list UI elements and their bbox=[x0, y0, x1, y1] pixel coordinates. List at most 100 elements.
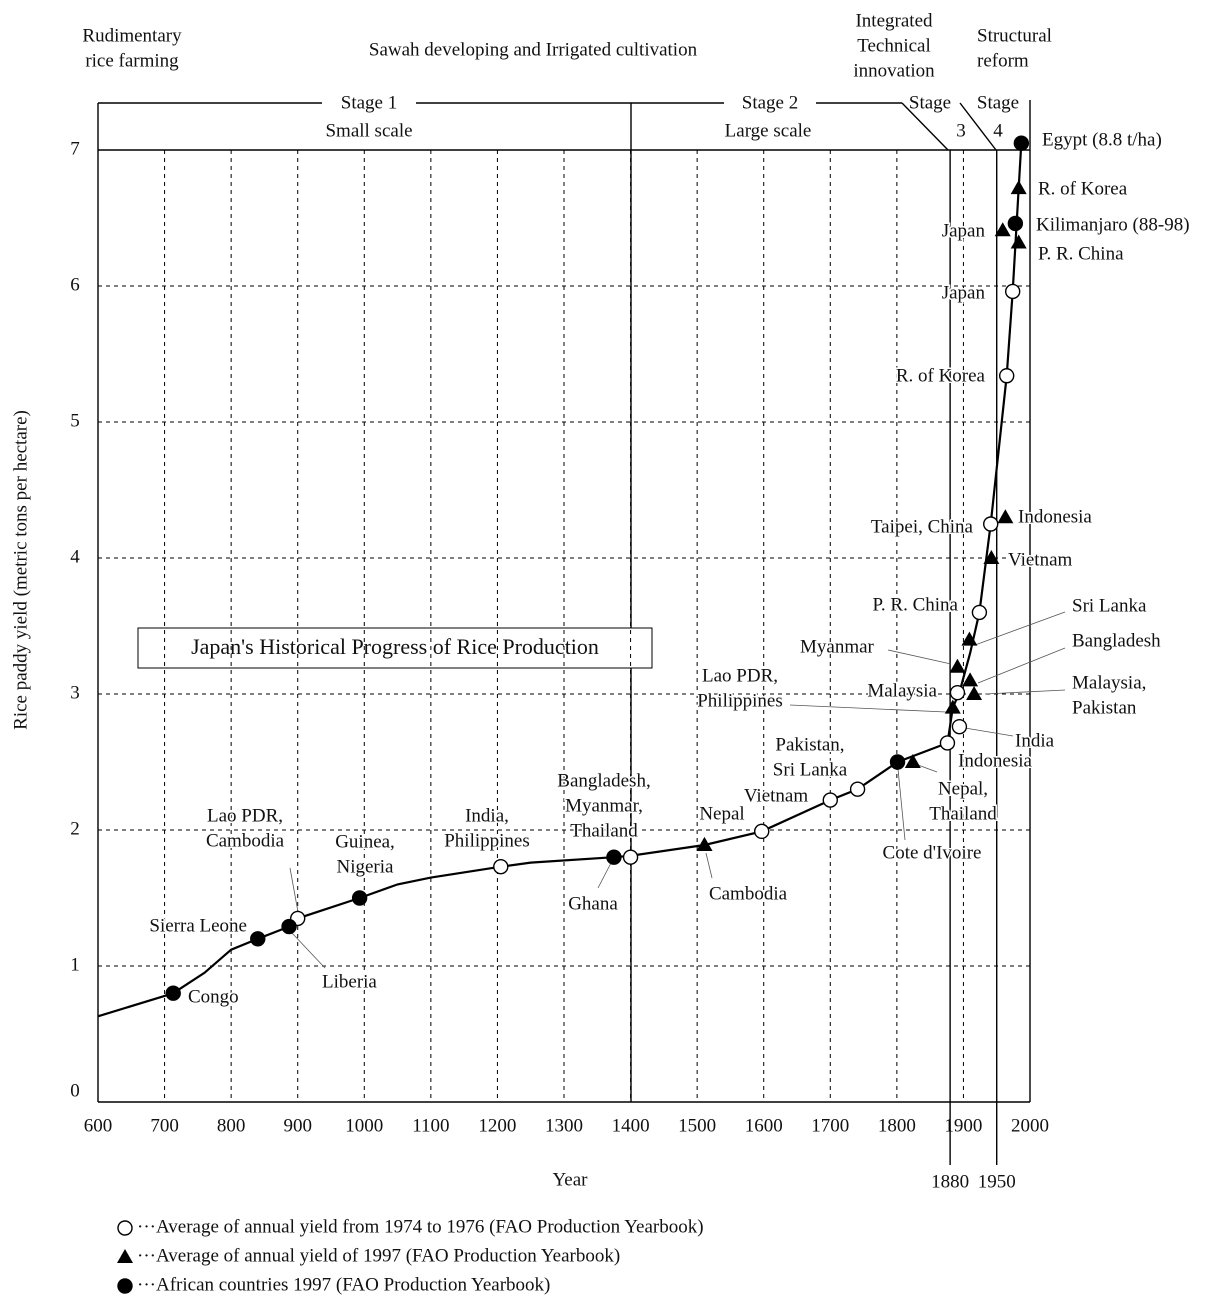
stage-label: Stage bbox=[977, 92, 1019, 113]
open-circle-marker bbox=[822, 792, 838, 808]
filled-circle-marker bbox=[1007, 215, 1024, 232]
point-label: Japan bbox=[942, 282, 986, 303]
point-label: Liberia bbox=[322, 971, 377, 992]
triangle-marker bbox=[1010, 234, 1027, 249]
point-label: Lao PDR, bbox=[207, 805, 283, 826]
x-tick-label: 700 bbox=[150, 1115, 179, 1136]
x-tick-label: 600 bbox=[84, 1115, 113, 1136]
triangle-marker bbox=[994, 222, 1011, 237]
x-tick-label: 1800 bbox=[878, 1115, 916, 1136]
legend-label: ···Average of annual yield from 1974 to … bbox=[137, 1216, 704, 1237]
y-tick-label: 4 bbox=[70, 546, 80, 567]
marker-series: Nepal Cambodia Nepal, Thailand Lao PDR, Phili… bbox=[696, 177, 1163, 906]
point-label: Sierra Leone bbox=[149, 915, 247, 936]
yield-curve bbox=[97, 143, 1023, 1018]
annotation-box bbox=[137, 627, 653, 669]
triangle-marker bbox=[944, 699, 961, 714]
point-label: Vietnam bbox=[1008, 549, 1073, 570]
point-label: Kilimanjaro (88-98) bbox=[1036, 214, 1190, 235]
open-circle-marker bbox=[849, 781, 866, 797]
open-circle-marker bbox=[493, 859, 509, 875]
x-tick-label: 900 bbox=[283, 1115, 312, 1136]
legend-symbol bbox=[117, 1249, 133, 1263]
point-label: Egypt (8.8 t/ha) bbox=[1042, 129, 1162, 150]
leader-line bbox=[984, 689, 1066, 695]
point-label: Malaysia bbox=[867, 680, 937, 701]
point-label: Nigeria bbox=[337, 856, 395, 877]
point-label: Myanmar bbox=[800, 636, 875, 657]
open-circle-marker bbox=[1004, 283, 1021, 300]
triangle-marker bbox=[949, 658, 966, 673]
leader-line bbox=[974, 611, 1066, 646]
point-label: Nepal bbox=[699, 803, 744, 824]
leader-line bbox=[964, 727, 1014, 737]
y-tick-label: 0 bbox=[70, 1080, 80, 1101]
x-tick-label: 2000 bbox=[1011, 1115, 1049, 1136]
y-tick-label: 1 bbox=[70, 954, 80, 975]
triangle-marker bbox=[961, 631, 978, 646]
point-label: Congo bbox=[188, 986, 239, 1007]
open-circle-marker bbox=[622, 849, 639, 865]
period-label: Technical bbox=[857, 35, 931, 56]
point-label: Guinea, bbox=[335, 831, 395, 852]
boundary-tick-label: 1950 bbox=[978, 1171, 1016, 1192]
period-label: Rudimentary bbox=[82, 25, 182, 46]
point-label: P. R. China bbox=[1038, 243, 1124, 264]
leader-line bbox=[887, 649, 952, 665]
legend-label: ···African countries 1997 (FAO Productio… bbox=[137, 1274, 550, 1295]
stage-label: Stage bbox=[909, 92, 951, 113]
y-tick-label: 6 bbox=[70, 274, 80, 295]
point-label: Vietnam bbox=[744, 785, 809, 806]
triangle-marker bbox=[997, 509, 1014, 524]
point-label: India bbox=[1015, 730, 1055, 751]
point-label: Thailand bbox=[929, 803, 997, 824]
point-label: Indonesia bbox=[1018, 506, 1092, 527]
period-label: Sawah developing and Irrigated cultivati… bbox=[369, 39, 698, 60]
leader-line bbox=[597, 862, 612, 889]
leader-line bbox=[977, 647, 1066, 684]
point-label: Sri Lanka bbox=[773, 759, 848, 780]
point-label: Bangladesh, bbox=[557, 770, 650, 791]
stage-scale: Large scale bbox=[725, 120, 812, 141]
filled-circle-marker bbox=[889, 754, 906, 770]
filled-circle-marker bbox=[1013, 135, 1030, 151]
stage-label: Stage 1 bbox=[341, 92, 397, 113]
filled-circle-marker bbox=[351, 890, 368, 906]
x-tick-label: 1700 bbox=[811, 1115, 849, 1136]
open-circle-marker bbox=[951, 718, 968, 735]
period-label: reform bbox=[977, 50, 1029, 71]
leader-line bbox=[291, 932, 326, 969]
period-label: rice farming bbox=[85, 50, 179, 71]
leader-line bbox=[705, 852, 713, 879]
filled-circle-marker bbox=[250, 931, 266, 947]
period-label: Integrated bbox=[855, 10, 933, 31]
stage-scale: 4 bbox=[993, 120, 1003, 141]
legend-symbol bbox=[117, 1220, 133, 1236]
point-label: Myanmar, bbox=[565, 795, 643, 816]
y-tick-label: 7 bbox=[70, 138, 80, 159]
y-axis-label: Rice paddy yield (metric tons per hectar… bbox=[10, 410, 31, 730]
point-label: Thailand bbox=[570, 820, 638, 841]
point-label: R. of Korea bbox=[896, 365, 986, 386]
x-tick-label: 1900 bbox=[944, 1115, 982, 1136]
open-circle-marker bbox=[999, 368, 1015, 384]
point-label: P. R. China bbox=[872, 594, 958, 615]
y-tick-label: 5 bbox=[70, 410, 80, 431]
open-circle-marker bbox=[939, 735, 956, 751]
stage-label: Stage 2 bbox=[742, 92, 798, 113]
triangle-marker bbox=[983, 550, 1000, 564]
open-circle-marker bbox=[754, 823, 770, 840]
x-axis-label: Year bbox=[552, 1169, 588, 1190]
point-label: R. of Korea bbox=[1038, 178, 1128, 199]
point-label: Sri Lanka bbox=[1072, 595, 1147, 616]
stage-scale: 3 bbox=[956, 120, 966, 141]
x-tick-label: 1400 bbox=[612, 1115, 650, 1136]
leader-line bbox=[789, 704, 947, 713]
y-tick-label: 2 bbox=[70, 818, 80, 839]
x-tick-label: 800 bbox=[217, 1115, 246, 1136]
open-circle-marker bbox=[949, 684, 966, 701]
filled-circle-marker bbox=[606, 849, 622, 865]
marker-series: Congo Sierra Leone Liberia Guinea, Nigeria Gh… bbox=[148, 128, 1191, 1009]
point-label: Pakistan bbox=[1072, 697, 1137, 718]
legend-symbol bbox=[117, 1278, 133, 1294]
